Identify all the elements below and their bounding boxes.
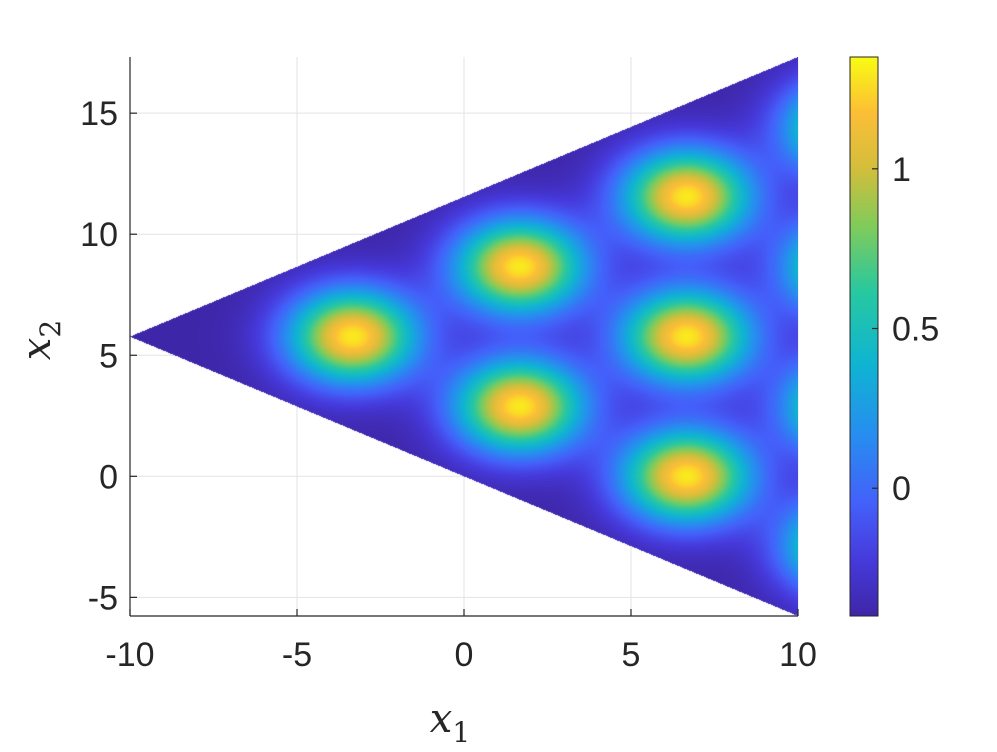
x-axis-label-sub: 1 (452, 716, 470, 747)
x-tick-label: 0 (455, 636, 474, 674)
heatmap-surface (130, 57, 798, 616)
y-tick-label: 5 (99, 337, 118, 375)
x-axis-label: x1 (430, 696, 470, 747)
colorbar-image (850, 57, 878, 616)
colorbar (849, 56, 879, 617)
y-tick-label: 0 (99, 458, 118, 496)
colorbar-tick-label: 0 (892, 470, 911, 508)
x-tick-label: -5 (282, 636, 312, 674)
colorbar-tick-label: 0.5 (892, 311, 939, 349)
x-tick-labels: -10 -5 0 5 10 (105, 636, 816, 674)
y-tick-labels: -5 0 5 10 15 (80, 95, 118, 617)
plot-axes (129, 57, 799, 617)
heatmap-image (130, 57, 798, 616)
colorbar-tick-label: 1 (892, 151, 911, 189)
x-axis-label-main: x (430, 696, 453, 742)
y-axis-label: x2 (14, 320, 67, 360)
y-tick-label: -5 (88, 579, 118, 617)
x-tick-label: 5 (622, 636, 641, 674)
y-axis-label-sub: 2 (34, 320, 67, 338)
y-axis-label-main: x (14, 338, 60, 361)
colorbar-frame (849, 56, 879, 617)
colorbar-ticks: 00.51 (872, 151, 939, 508)
x-tick-label: -10 (105, 636, 154, 674)
y-tick-label: 10 (80, 216, 118, 254)
y-tick-label: 15 (80, 95, 118, 133)
x-tick-label: 10 (779, 636, 817, 674)
